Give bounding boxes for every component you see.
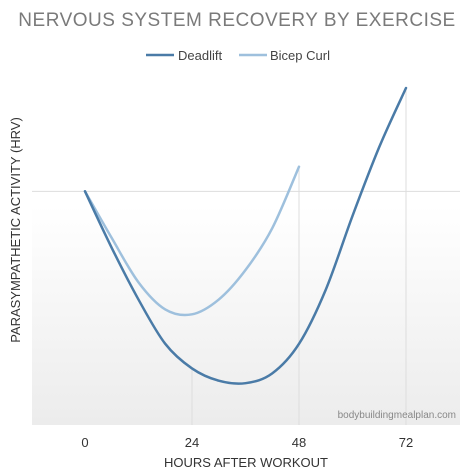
chart-title: NERVOUS SYSTEM RECOVERY BY EXERCISE — [18, 10, 455, 31]
x-axis-title: HOURS AFTER WORKOUT — [164, 455, 328, 470]
x-tick-label: 24 — [185, 435, 199, 450]
plot-area — [32, 88, 460, 425]
x-tick-label: 48 — [292, 435, 306, 450]
x-tick-label: 0 — [81, 435, 88, 450]
y-axis-title: PARASYMPATHETIC ACTIVITY (HRV) — [8, 117, 23, 343]
x-tick-label: 72 — [399, 435, 413, 450]
grid-lines — [32, 88, 460, 425]
series-line-bicep-curl — [83, 165, 301, 317]
legend: Deadlift Bicep Curl — [146, 48, 330, 63]
series-lines — [83, 86, 408, 385]
watermark-text: bodybuildingmealplan.com — [338, 410, 456, 421]
legend-label-bicep-curl: Bicep Curl — [270, 48, 330, 63]
legend-label-deadlift: Deadlift — [178, 48, 222, 63]
series-line-deadlift — [83, 86, 408, 385]
